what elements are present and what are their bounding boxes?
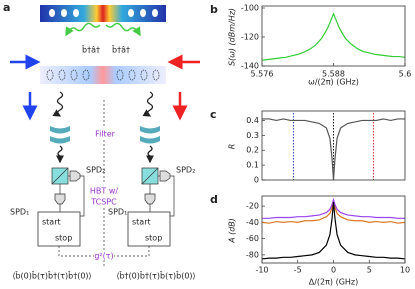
beam-right: [146, 145, 154, 164]
x-tick-label: 5.588: [322, 70, 345, 79]
y-tick-label: -80: [246, 250, 259, 259]
y-axis-label: A (dB): [228, 218, 237, 244]
detector-label: SPD₂: [86, 166, 105, 175]
signal-left: [52, 91, 64, 117]
cavity-array: [40, 66, 166, 84]
panel-label: a: [3, 1, 10, 14]
x-tick-label: -5: [294, 266, 302, 275]
x-tick-label: 5.6: [399, 70, 412, 79]
emission-left: [65, 22, 101, 37]
start-label: start: [42, 218, 61, 227]
y-tick-label: 0.3: [246, 131, 259, 140]
signal-right: [142, 91, 154, 117]
y-tick-label: 0.4: [246, 116, 259, 125]
panel-label: b: [210, 3, 218, 16]
x-tick-label: 5: [367, 266, 372, 275]
x-axis-label: Δ/(2π) (GHz): [309, 278, 359, 287]
x-tick-label: -10: [255, 266, 268, 275]
beam-splitter-line: [141, 167, 159, 185]
y-tick-label: -100: [241, 4, 259, 13]
y-tick-label: -60: [246, 234, 259, 243]
y-tick-label: -20: [246, 202, 259, 211]
x-axis-label: ω/(2π) (GHz): [308, 78, 359, 87]
plot-frame: [261, 195, 406, 264]
data-line: [261, 202, 406, 260]
y-tick-label: -40: [246, 218, 259, 227]
detector-label: SPD₂: [176, 166, 195, 175]
x-tick-label: 10: [400, 266, 410, 275]
mode-label: b̂†â†: [81, 44, 100, 54]
counter-box: [127, 211, 171, 247]
x-tick-label: 5.576: [251, 70, 274, 79]
panel-label: d: [210, 193, 218, 206]
g2-label: g²(τ): [94, 252, 113, 261]
panel-label: c: [210, 108, 217, 121]
plot-frame: [261, 110, 406, 181]
detector-label: SPD₁: [108, 208, 127, 217]
waveguide: [40, 5, 166, 22]
cavity-holes: [46, 69, 160, 81]
y-tick-label: -140: [241, 62, 259, 71]
hbt-label: TCSPC: [90, 198, 117, 207]
y-axis-label: R: [228, 144, 237, 150]
stop-label: stop: [145, 234, 162, 243]
formula: ⟨b̂†(0)b̂†(τ)b̂(τ)b̂(0)⟩: [116, 270, 195, 280]
filter-left: [50, 126, 70, 144]
hbt-label: HBT w/: [90, 187, 118, 196]
detector-label: SPD₁: [10, 208, 29, 217]
y-tick-label: 0.1: [246, 161, 259, 170]
data-line: [262, 197, 405, 219]
start-label: start: [132, 218, 151, 227]
y-tick-label: 0.2: [246, 146, 259, 155]
filter-right: [140, 126, 160, 144]
panel-a: a b̂†â† b̂†â† Filter: [3, 1, 200, 281]
mode-label: b̂†â†: [111, 44, 130, 54]
counter-box: [37, 211, 81, 247]
beam-splitter-line: [51, 167, 69, 185]
emission-right: [105, 22, 141, 37]
data-line: [261, 12, 406, 61]
y-tick-label: -120: [241, 33, 259, 42]
plot-frame: [261, 5, 406, 67]
dashed-leads: [58, 100, 150, 266]
holes: [49, 9, 158, 17]
stop-label: stop: [55, 234, 72, 243]
y-tick-label: 0: [254, 176, 259, 185]
beam-left: [56, 145, 64, 164]
detectors: [54, 170, 171, 205]
filter-label: Filter: [95, 130, 116, 139]
y-axis-label: S(ω) (dBm/Hz): [228, 8, 237, 66]
formula: ⟨b̂(0)b̂(τ)b̂†(τ)b̂†(0)⟩: [12, 270, 91, 280]
x-tick-label: 0: [331, 266, 336, 275]
